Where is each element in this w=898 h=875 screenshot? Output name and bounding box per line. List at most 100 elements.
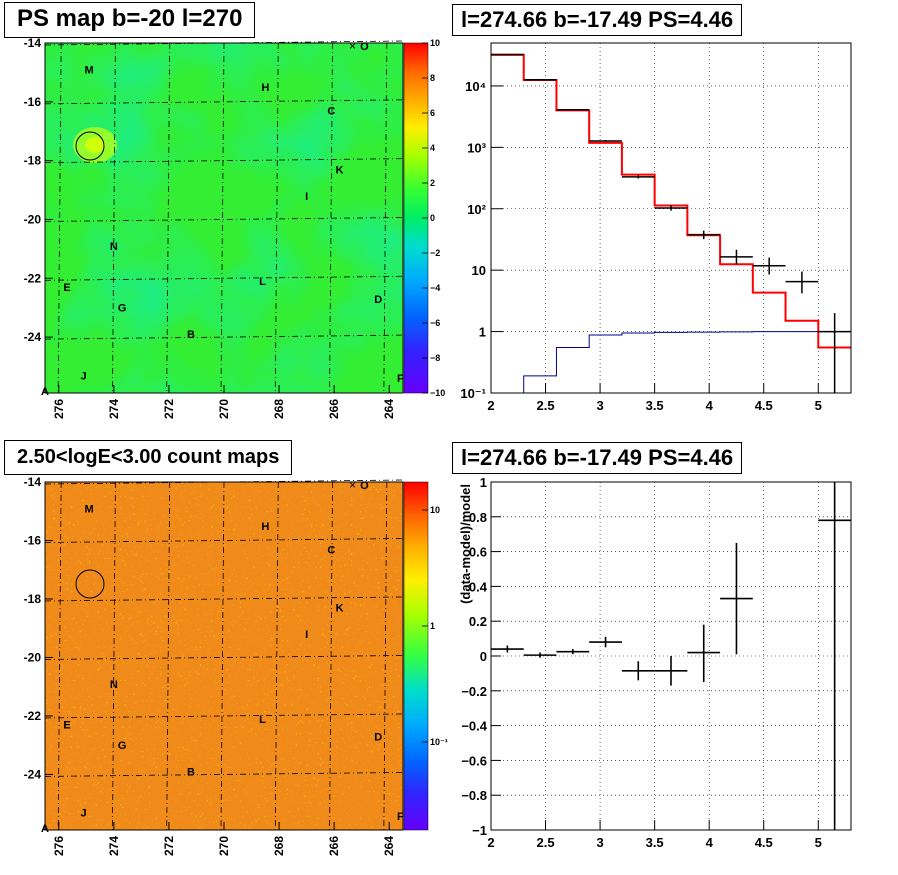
map-y-tick-label: -22	[24, 271, 42, 285]
residual-y-tick-label: −0.2	[461, 684, 487, 699]
residual-x-tick-label: 3.5	[646, 835, 664, 850]
count-corner-label-f: F	[397, 811, 404, 823]
colorbar-tick-label: −10	[430, 388, 445, 398]
residual-x-tick-label: 5	[815, 835, 822, 850]
source-label: B	[187, 329, 195, 341]
residual-y-tick-label: −0.6	[461, 753, 487, 768]
ps-map-target-circle	[75, 131, 105, 161]
map-y-tick-label: -20	[24, 212, 42, 226]
residual-panel: 2 2.5 3 3.5 4 4.5 5 1 0.8 0.6 0.4 0.2 0 −0.2 −0.4 −0.6 −…	[458, 475, 852, 850]
source-label: L	[259, 276, 266, 288]
map-x-tick-label: 270	[217, 836, 231, 856]
map-x-tick-label: 272	[162, 836, 176, 856]
source-label: J	[80, 807, 86, 819]
source-label: D	[374, 294, 382, 306]
map-y-tick-label: -20	[24, 650, 42, 664]
spectrum-x-tick-label: 5	[815, 398, 822, 413]
residual-y-tick-label: 0	[480, 649, 487, 664]
residual-y-tick-label: −0.4	[461, 719, 487, 734]
source-label: E	[63, 282, 70, 294]
map-y-tick-label: -14	[24, 475, 42, 489]
residual-x-tick-label: 3	[596, 835, 603, 850]
colorbar-tick-label: 2	[430, 178, 435, 188]
residual-x-tick-label: 4	[706, 835, 714, 850]
spectrum-model-component-line	[491, 331, 851, 394]
map-grid-meridian	[166, 481, 171, 831]
count-map-sources: M H C K I N E L D G B J O ×	[63, 478, 382, 820]
source-label: N	[110, 679, 118, 691]
source-label: O	[360, 41, 369, 53]
spectrum-x-tick-label: 3.5	[646, 398, 664, 413]
map-grid-meridian	[112, 42, 116, 394]
colorbar-tick-label: 4	[430, 143, 435, 153]
map-x-tick-label: 270	[217, 399, 231, 419]
map-y-tick-label: -18	[24, 592, 42, 606]
map-x-tick-label: 276	[52, 836, 66, 856]
source-label: J	[80, 370, 86, 382]
map-grid-meridian	[112, 481, 116, 831]
residual-y-tick-label: 0.6	[469, 545, 487, 560]
residual-y-tick-label: 0.8	[469, 510, 487, 525]
ps-map-title: PS map b=-20 l=270	[4, 2, 256, 38]
residual-y-tick-label: 1	[480, 475, 487, 490]
map-grid-meridian	[57, 481, 62, 831]
residual-axes: 2 2.5 3 3.5 4 4.5 5 1 0.8 0.6 0.4 0.2 0 −0.2 −0.4 −0.6 −…	[461, 475, 822, 850]
residual-y-tick-label: −0.8	[461, 788, 487, 803]
source-label: K	[336, 164, 344, 176]
map-x-tick-label: 272	[162, 399, 176, 419]
colorbar-tick-label: −6	[430, 318, 440, 328]
count-map-grid	[44, 479, 404, 831]
source-label: M	[84, 503, 93, 515]
ps-corner-label-a: A	[41, 386, 49, 398]
map-y-tick-label: -22	[24, 709, 42, 723]
spectrum-y-tick-label: 1	[479, 325, 486, 340]
map-y-tick-label: -24	[24, 330, 42, 344]
residual-x-tick-label: 2.5	[537, 835, 555, 850]
spectrum-x-tick-label: 3	[596, 398, 603, 413]
source-label: I	[305, 191, 308, 203]
colorbar-tick-label: 6	[430, 108, 435, 118]
source-label: E	[63, 720, 70, 732]
map-grid-meridian	[166, 42, 171, 394]
source-label: C	[327, 106, 335, 118]
map-x-tick-label: 264	[382, 836, 396, 856]
residual-y-tick-label: 0.2	[469, 614, 487, 629]
source-label: H	[261, 82, 269, 94]
source-label: M	[84, 64, 93, 76]
ps-corner-label-f: F	[397, 373, 404, 385]
residual-data	[491, 482, 851, 830]
spectrum-panel: 2 2.5 3 3.5 4 4.5 5 10⁻¹ 1 10 10² 10³ 10⁴	[460, 42, 852, 413]
spectrum-y-tick-label: 10⁴	[465, 79, 486, 94]
colorbar-tick-label: 10	[430, 38, 440, 48]
residual-x-tick-label: 4.5	[755, 835, 773, 850]
spectrum-y-tick-label: 10	[472, 263, 486, 278]
colorbar-tick-label: 10⁻¹	[430, 737, 448, 747]
source-label: B	[187, 767, 195, 779]
source-label: G	[118, 303, 127, 315]
spectrum-x-tick-label: 2	[487, 398, 494, 413]
map-x-tick-label: 268	[272, 836, 286, 856]
source-label: O	[360, 480, 369, 492]
map-y-tick-label: -24	[24, 767, 42, 781]
residual-x-tick-label: 2	[487, 835, 494, 850]
source-marker-icon: ×	[349, 478, 356, 492]
map-grid-meridian	[220, 42, 225, 394]
count-map-axes: 276 274 272 270 268 266 264 -14 -16 -18 -20 -22 -24	[24, 475, 397, 856]
map-y-tick-label: -16	[24, 533, 42, 547]
map-x-tick-label: 274	[107, 836, 121, 856]
ps-map-hotspot-core	[85, 137, 105, 153]
source-label: N	[110, 241, 118, 253]
residual-title: l=274.66 b=-17.49 PS=4.46	[452, 442, 743, 474]
spectrum-y-tick-label: 10²	[467, 202, 486, 217]
source-label: G	[118, 740, 127, 752]
spectrum-x-tick-label: 2.5	[537, 398, 555, 413]
spectrum-title: l=274.66 b=-17.49 PS=4.46	[452, 4, 743, 36]
count-map-texture	[45, 482, 403, 830]
colorbar-tick-label: 0	[430, 213, 435, 223]
source-label: H	[261, 521, 269, 533]
count-colorbar	[403, 481, 429, 831]
count-colorbar-ticks: 10 1 10⁻¹	[422, 505, 448, 747]
ps-map-sources: M H C K I N E L D G B J O ×	[63, 39, 382, 382]
